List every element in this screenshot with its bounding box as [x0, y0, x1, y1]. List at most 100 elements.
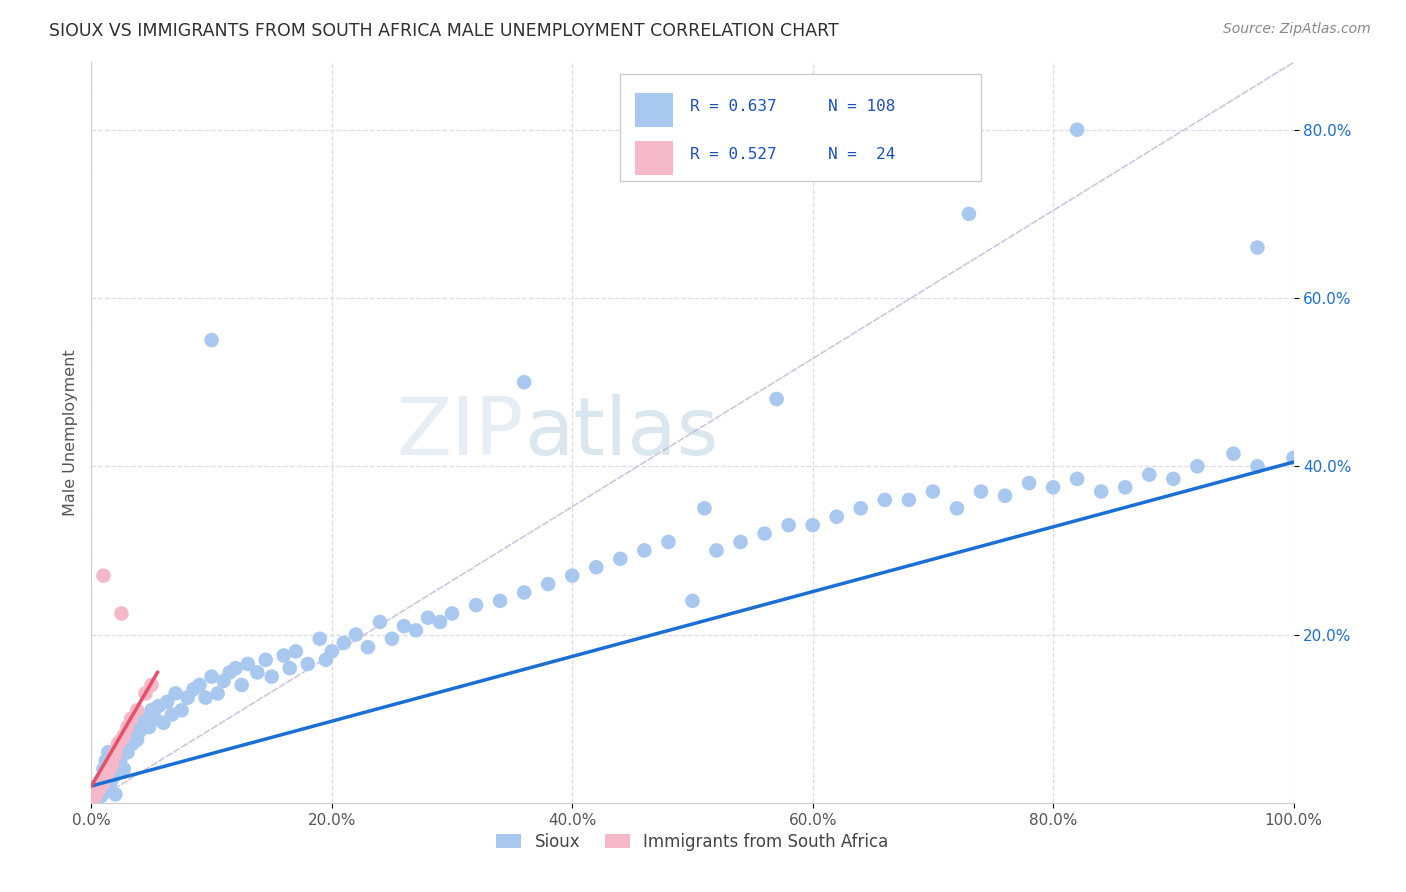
Point — [131, 715, 153, 730]
Point — [101, 766, 124, 780]
Point — [152, 715, 174, 730]
Point — [212, 673, 235, 688]
Point — [148, 699, 170, 714]
Point — [633, 543, 655, 558]
Point — [297, 657, 319, 671]
Point — [513, 585, 536, 599]
Point — [107, 737, 129, 751]
Text: Source: ZipAtlas.com: Source: ZipAtlas.com — [1223, 22, 1371, 37]
Point — [143, 712, 166, 726]
Point — [90, 789, 112, 803]
Y-axis label: Male Unemployment: Male Unemployment — [62, 350, 77, 516]
Point — [114, 737, 136, 751]
Point — [103, 749, 125, 764]
Point — [429, 615, 451, 629]
Point — [165, 686, 187, 700]
Point — [90, 774, 112, 789]
Legend: Sioux, Immigrants from South Africa: Sioux, Immigrants from South Africa — [489, 826, 896, 857]
Point — [273, 648, 295, 663]
Point — [188, 678, 211, 692]
Text: N = 108: N = 108 — [828, 99, 896, 114]
Point — [103, 758, 125, 772]
Point — [124, 720, 146, 734]
Point — [112, 762, 135, 776]
Point — [83, 788, 105, 802]
Point — [93, 780, 115, 795]
Point — [96, 766, 118, 780]
Point — [125, 732, 148, 747]
Point — [107, 749, 129, 764]
Point — [110, 754, 132, 768]
Point — [93, 568, 115, 582]
Point — [231, 678, 253, 692]
Point — [957, 207, 980, 221]
Point — [1066, 122, 1088, 136]
Point — [315, 653, 337, 667]
Point — [278, 661, 301, 675]
Text: SIOUX VS IMMIGRANTS FROM SOUTH AFRICA MALE UNEMPLOYMENT CORRELATION CHART: SIOUX VS IMMIGRANTS FROM SOUTH AFRICA MA… — [49, 22, 839, 40]
Point — [87, 783, 110, 797]
Point — [160, 707, 183, 722]
Point — [392, 619, 415, 633]
Point — [873, 492, 896, 507]
Point — [1246, 240, 1268, 255]
Point — [225, 661, 247, 675]
Point — [706, 543, 728, 558]
Point — [141, 678, 163, 692]
Point — [344, 627, 367, 641]
FancyBboxPatch shape — [620, 73, 981, 181]
Point — [89, 780, 111, 795]
Point — [537, 577, 560, 591]
Point — [730, 535, 752, 549]
Point — [1114, 480, 1136, 494]
Point — [108, 762, 131, 776]
Point — [84, 779, 107, 793]
Point — [138, 720, 160, 734]
Point — [681, 594, 703, 608]
Point — [97, 745, 120, 759]
Point — [93, 786, 115, 800]
Point — [1222, 447, 1244, 461]
Point — [110, 732, 132, 747]
Point — [100, 774, 122, 789]
Point — [246, 665, 269, 680]
Point — [117, 720, 139, 734]
Point — [254, 653, 277, 667]
Point — [93, 772, 115, 787]
Point — [946, 501, 969, 516]
Point — [609, 551, 631, 566]
Point — [333, 636, 356, 650]
Point — [101, 771, 124, 785]
Point — [357, 640, 380, 655]
Point — [134, 712, 156, 726]
Point — [1018, 476, 1040, 491]
Point — [1066, 472, 1088, 486]
Point — [104, 788, 127, 802]
Point — [156, 695, 179, 709]
Point — [416, 610, 439, 624]
Text: ZIP: ZIP — [396, 393, 524, 472]
Point — [89, 774, 111, 789]
Point — [693, 501, 716, 516]
Point — [260, 670, 283, 684]
Text: atlas: atlas — [524, 393, 718, 472]
Point — [825, 509, 848, 524]
Point — [585, 560, 607, 574]
Point — [118, 729, 141, 743]
Point — [82, 791, 104, 805]
Point — [110, 741, 132, 756]
Point — [101, 758, 124, 772]
Point — [1042, 480, 1064, 494]
Point — [765, 392, 787, 406]
Point — [489, 594, 512, 608]
Point — [120, 712, 142, 726]
Point — [321, 644, 343, 658]
Point — [91, 771, 114, 785]
Point — [86, 791, 108, 805]
Point — [134, 686, 156, 700]
Point — [1137, 467, 1160, 482]
Point — [125, 703, 148, 717]
Point — [922, 484, 945, 499]
Point — [86, 786, 108, 800]
Point — [176, 690, 198, 705]
